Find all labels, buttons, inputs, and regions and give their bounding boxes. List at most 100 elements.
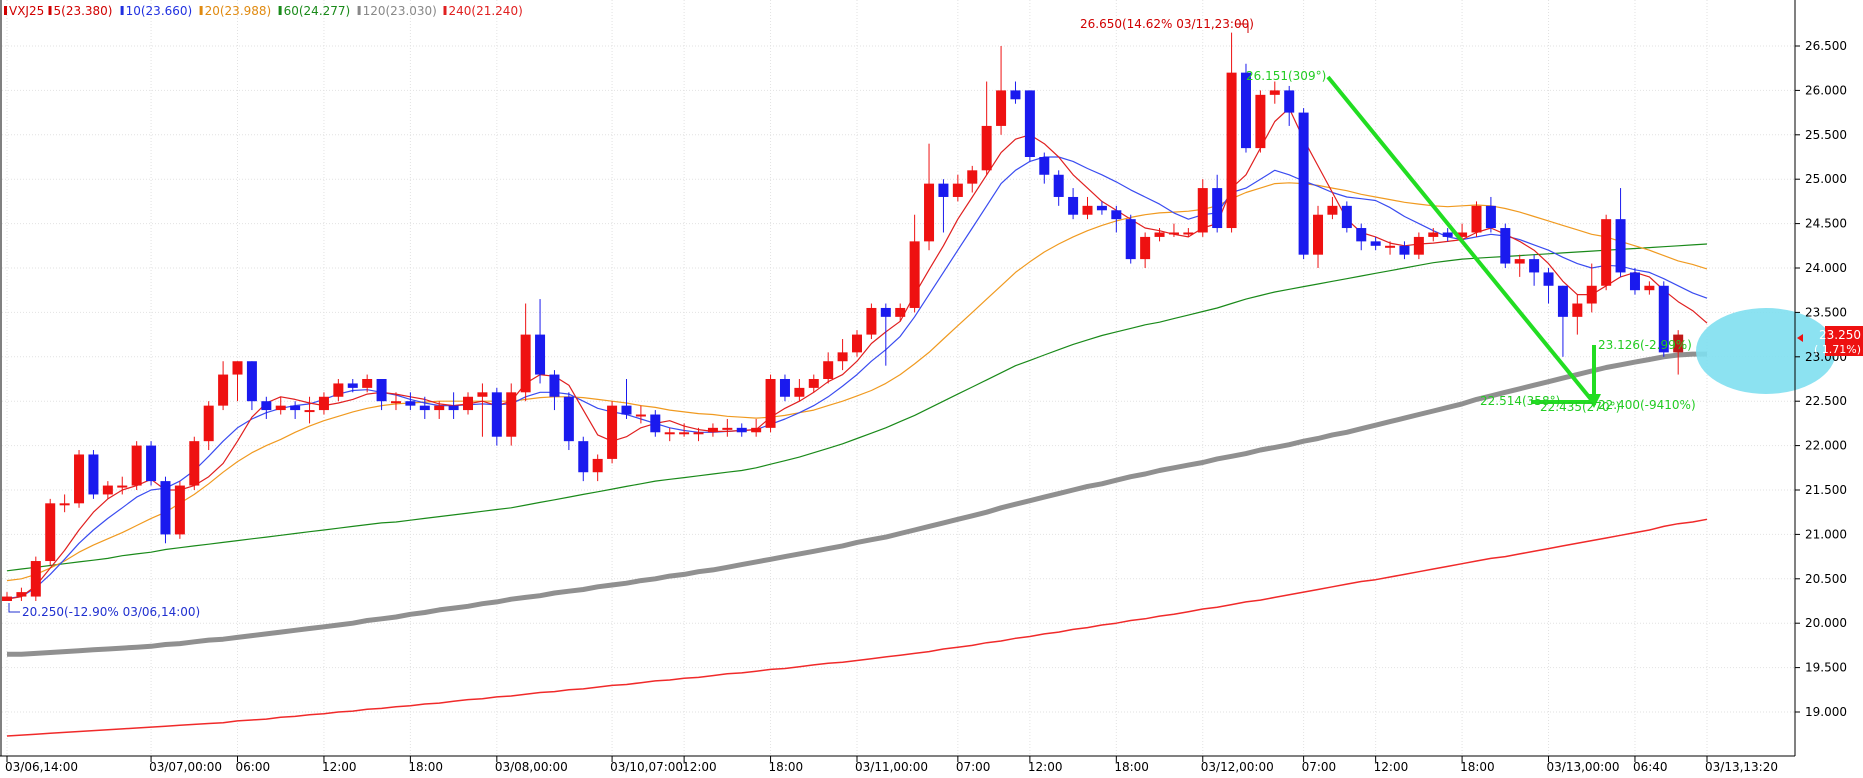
candle-body [621,405,632,415]
candle-body [1629,272,1640,291]
candle-body [1500,228,1511,264]
candle-body [290,405,301,411]
x-axis: 03/06,14:00 03/07,00:00 06:00 12:00 18:00 03/… [5,756,1778,774]
ma240-line [6,518,1708,737]
candle-body [1586,285,1597,304]
candle-body [837,352,848,362]
candle-body [751,427,762,433]
x-tick-label: 06:00 [236,760,271,774]
candle-body [1471,205,1482,233]
y-tick-label: 19.500 [1805,661,1847,675]
x-tick-label: 07:00 [956,760,991,774]
candle-body [909,241,920,308]
candle-body [218,374,229,406]
candle-body [1053,174,1064,197]
x-tick-label: 12:00 [322,760,357,774]
candle-body [592,458,603,473]
candle-body [160,481,171,535]
y-tick-label: 22.500 [1805,394,1847,408]
x-tick-label: 03/08,00:00 [495,760,568,774]
candle-body [174,485,185,535]
candle-body [1673,334,1684,353]
candle-body [463,396,474,411]
candle-body [88,454,99,495]
x-tick-label: 12:00 [1028,760,1063,774]
candle-body [1658,285,1669,353]
y-tick-label: 24.000 [1805,261,1847,275]
candle-body [1154,232,1165,237]
candle-body [117,485,128,488]
x-tick-label: 12:00 [682,760,717,774]
x-tick-label: 18:00 [1460,760,1495,774]
candle-body [275,405,286,411]
candle-body [1529,259,1540,273]
legend-swatch [278,6,282,15]
y-tick-label: 19.000 [1805,705,1847,719]
ma60-line [6,243,1708,572]
candle-body [347,383,358,388]
price-tag-change: ( 1.71%) [1814,343,1861,356]
candle-body [232,361,243,375]
candle-body [1557,285,1568,317]
candle-body [448,405,459,411]
candle-body [981,125,992,171]
candle-body [1356,228,1367,242]
x-tick-label: 03/10,07:00 [610,760,683,774]
candle-body [679,432,690,435]
candle-body [189,441,200,486]
price-tag-price: 23.250 [1819,328,1861,342]
candle-body [707,427,718,433]
x-tick-label: 03/11,00:00 [855,760,928,774]
candle-body [779,379,790,397]
y-tick-label: 25.500 [1805,128,1847,142]
axes [0,0,1796,757]
candle-body [578,441,589,473]
green-label-4: 22.435(270°) [1540,400,1620,414]
legend-swatch [120,6,124,15]
candle-body [1284,90,1295,113]
candle-body [1240,72,1251,149]
candle-body [261,401,272,411]
y-tick-label: 26.500 [1805,39,1847,53]
price-tag-box [1825,326,1863,356]
candle-body [146,445,157,482]
arrow-head [1586,394,1601,408]
candle-body [967,170,978,184]
candle-body [318,396,329,411]
low-annotation-leader [8,603,20,613]
ma20-line [6,182,1708,582]
candle-body [1183,232,1194,235]
candle-body [664,432,675,435]
candle-body [938,183,949,197]
candle-body [722,427,733,430]
green-label-5: 22.400(-9410%) [1598,398,1696,412]
legend-label: 10(23.660) [126,4,193,18]
candle-body [16,592,27,597]
candle-body [1010,90,1021,100]
candle-body [45,503,56,562]
candle-body [1226,72,1237,229]
candle-body [1269,90,1280,95]
candle-body [59,503,70,506]
legend-swatch [443,6,447,15]
candle-body [2,596,12,601]
candle-body [1212,188,1223,229]
candle-body [1341,205,1352,229]
candle-body [794,387,805,397]
x-tick-label: 03/13,13:20 [1705,760,1778,774]
y-tick-label: 24.500 [1805,217,1847,231]
candle-body [246,361,257,402]
candle-body [1125,219,1136,260]
candle-body [376,379,387,402]
high-annotation-leader [1236,23,1249,33]
candle-body [607,405,618,459]
y-tick-label: 21.000 [1805,527,1847,541]
candle-body [1428,232,1439,237]
candle-body [823,361,834,379]
x-tick-label: 18:00 [1114,760,1149,774]
candle-body [549,374,560,397]
candle-body [952,183,963,197]
candle-body [203,405,214,442]
